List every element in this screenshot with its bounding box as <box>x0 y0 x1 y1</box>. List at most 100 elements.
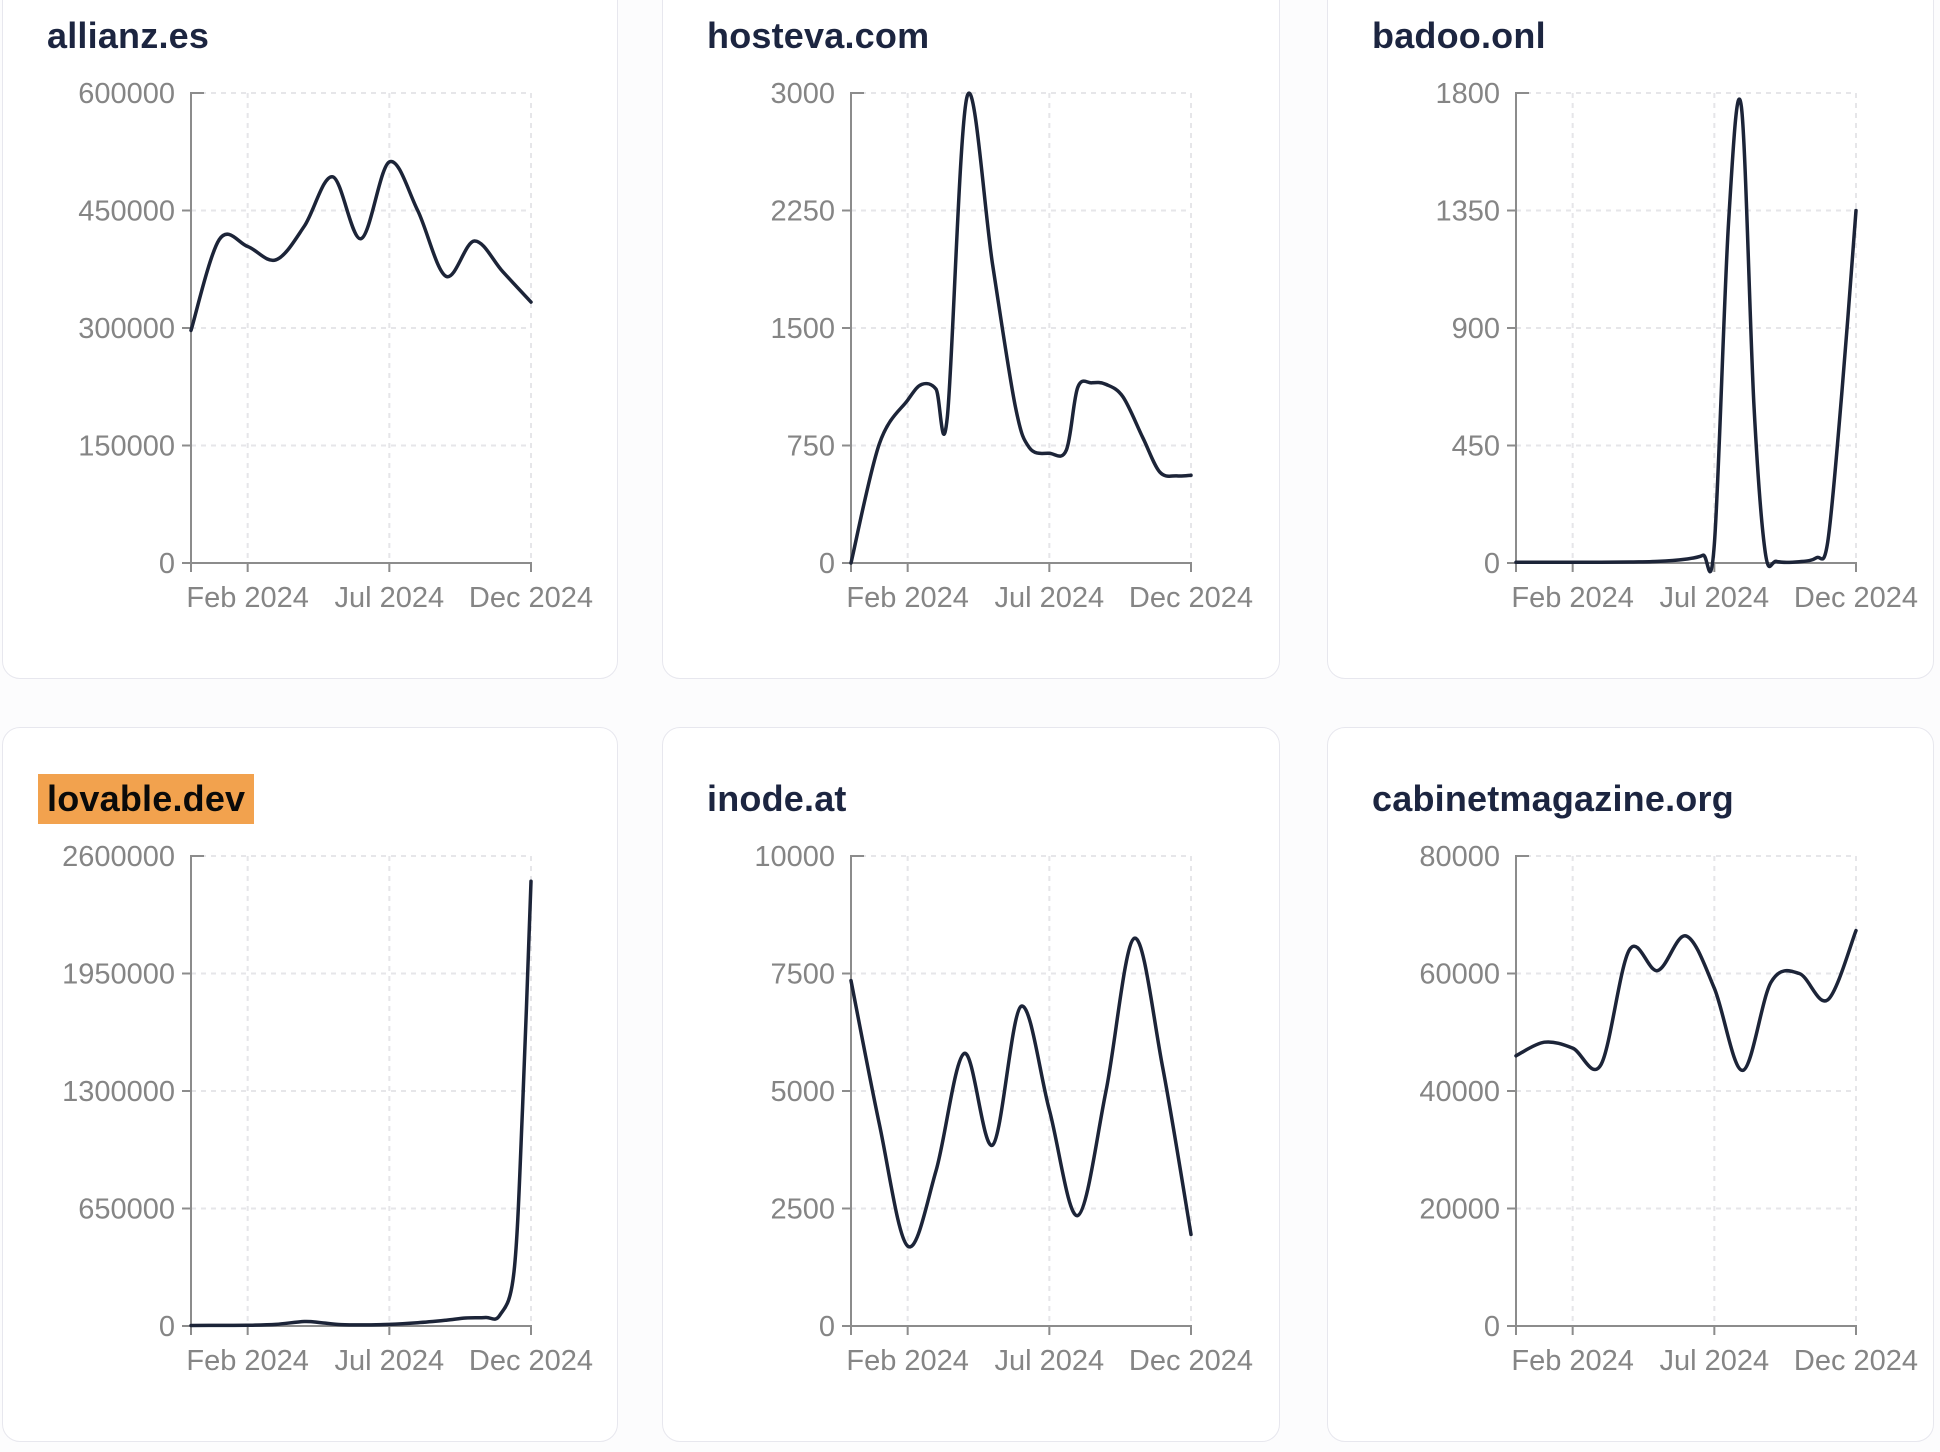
x-tick-labels: Feb 2024 Jul 2024 Dec 2024 <box>846 1345 1253 1377</box>
y-tick-labels: 0 750 1500 2250 3000 <box>770 78 835 580</box>
axes <box>842 92 1192 572</box>
domain-title[interactable]: inode.at <box>707 778 847 819</box>
svg-text:7500: 7500 <box>770 959 835 991</box>
x-axis <box>850 562 1192 572</box>
svg-text:Feb 2024: Feb 2024 <box>1511 582 1634 614</box>
y-axis <box>190 92 204 563</box>
data-line <box>189 159 533 333</box>
axes <box>182 855 532 1335</box>
svg-text:150000: 150000 <box>78 431 175 463</box>
domain-title[interactable]: cabinetmagazine.org <box>1372 778 1734 819</box>
grid <box>191 92 532 563</box>
svg-text:Jul 2024: Jul 2024 <box>335 582 445 614</box>
svg-text:Feb 2024: Feb 2024 <box>1511 1345 1634 1377</box>
domain-card: 0 750 1500 2250 3000 Feb 2024 Jul 2024 Dec 2024… <box>662 0 1280 679</box>
svg-text:450: 450 <box>1452 431 1500 463</box>
domain-card: 0 650000 1300000 1950000 2600000 Feb 2024 Jul … <box>2 727 618 1442</box>
svg-text:Jul 2024: Jul 2024 <box>1660 1345 1770 1377</box>
axes <box>1507 92 1857 572</box>
svg-text:5000: 5000 <box>770 1076 835 1108</box>
svg-text:1500: 1500 <box>770 313 835 345</box>
svg-text:Dec 2024: Dec 2024 <box>1129 1345 1253 1377</box>
svg-text:2600000: 2600000 <box>62 841 175 873</box>
y-axis <box>190 855 204 1326</box>
data-line <box>189 879 533 1328</box>
domain-title[interactable]: hosteva.com <box>707 15 930 56</box>
x-axis <box>1515 1325 1857 1335</box>
svg-text:450000: 450000 <box>78 196 175 228</box>
traffic-line-chart: 0 150000 300000 450000 600000 Feb 2024 Jul 202… <box>78 78 593 614</box>
grid <box>851 855 1192 1326</box>
svg-text:Jul 2024: Jul 2024 <box>335 1345 445 1377</box>
grid <box>851 92 1192 563</box>
y-axis <box>1515 92 1529 563</box>
y-tick-labels: 0 20000 40000 60000 80000 <box>1419 841 1500 1343</box>
data-line <box>849 936 1193 1249</box>
traffic-line-chart: 0 650000 1300000 1950000 2600000 Feb 2024 Jul … <box>62 841 593 1377</box>
svg-text:2250: 2250 <box>770 196 835 228</box>
svg-text:0: 0 <box>159 548 175 580</box>
x-axis <box>1515 562 1857 572</box>
svg-text:300000: 300000 <box>78 313 175 345</box>
svg-text:80000: 80000 <box>1419 841 1500 873</box>
y-tick-labels: 0 150000 300000 450000 600000 <box>78 78 175 580</box>
y-axis <box>850 92 864 563</box>
svg-text:Jul 2024: Jul 2024 <box>995 1345 1105 1377</box>
svg-text:3000: 3000 <box>770 78 835 110</box>
svg-text:Feb 2024: Feb 2024 <box>186 1345 309 1377</box>
data-line <box>849 91 1193 565</box>
domain-card: 0 2500 5000 7500 10000 Feb 2024 Jul 2024 Dec 20… <box>662 727 1280 1442</box>
domain-card: 0 20000 40000 60000 80000 Feb 2024 Jul 2024 Dec… <box>1327 727 1934 1442</box>
x-axis <box>190 1325 532 1335</box>
svg-text:Feb 2024: Feb 2024 <box>186 582 309 614</box>
svg-text:Dec 2024: Dec 2024 <box>1794 1345 1918 1377</box>
x-tick-labels: Feb 2024 Jul 2024 Dec 2024 <box>186 1345 593 1377</box>
traffic-line-chart: 0 750 1500 2250 3000 Feb 2024 Jul 2024 Dec 2024 <box>770 78 1253 614</box>
axes <box>182 92 532 572</box>
svg-text:Dec 2024: Dec 2024 <box>1129 582 1253 614</box>
svg-text:0: 0 <box>819 548 835 580</box>
x-tick-labels: Feb 2024 Jul 2024 Dec 2024 <box>1511 582 1918 614</box>
svg-text:1800: 1800 <box>1435 78 1500 110</box>
domain-title[interactable]: lovable.dev <box>38 774 255 824</box>
svg-text:1300000: 1300000 <box>62 1076 175 1108</box>
svg-text:2500: 2500 <box>770 1194 835 1226</box>
svg-text:650000: 650000 <box>78 1194 175 1226</box>
svg-text:20000: 20000 <box>1419 1194 1500 1226</box>
x-tick-labels: Feb 2024 Jul 2024 Dec 2024 <box>1511 1345 1918 1377</box>
svg-text:0: 0 <box>159 1311 175 1343</box>
svg-text:0: 0 <box>1484 548 1500 580</box>
svg-text:Dec 2024: Dec 2024 <box>469 582 593 614</box>
svg-text:Feb 2024: Feb 2024 <box>846 1345 969 1377</box>
svg-text:Jul 2024: Jul 2024 <box>1660 582 1770 614</box>
domain-card: 0 450 900 1350 1800 Feb 2024 Jul 2024 Dec 2024 … <box>1327 0 1934 679</box>
y-tick-labels: 0 2500 5000 7500 10000 <box>754 841 835 1343</box>
svg-text:0: 0 <box>819 1311 835 1343</box>
svg-text:Jul 2024: Jul 2024 <box>995 582 1105 614</box>
grid <box>1516 855 1857 1326</box>
svg-text:900: 900 <box>1452 313 1500 345</box>
svg-text:750: 750 <box>787 431 835 463</box>
axes <box>1507 855 1857 1335</box>
data-line <box>1514 97 1858 574</box>
traffic-line-chart: 0 2500 5000 7500 10000 Feb 2024 Jul 2024 Dec 20… <box>754 841 1253 1377</box>
domain-card: 0 150000 300000 450000 600000 Feb 2024 Jul 202… <box>2 0 618 679</box>
svg-text:1350: 1350 <box>1435 196 1500 228</box>
svg-text:Dec 2024: Dec 2024 <box>469 1345 593 1377</box>
grid <box>191 855 532 1326</box>
y-tick-labels: 0 650000 1300000 1950000 2600000 <box>62 841 175 1343</box>
y-axis <box>850 855 864 1326</box>
traffic-line-chart: 0 20000 40000 60000 80000 Feb 2024 Jul 2024 Dec… <box>1419 841 1918 1377</box>
svg-text:0: 0 <box>1484 1311 1500 1343</box>
x-axis <box>190 562 532 572</box>
svg-text:60000: 60000 <box>1419 959 1500 991</box>
x-tick-labels: Feb 2024 Jul 2024 Dec 2024 <box>186 582 593 614</box>
svg-text:600000: 600000 <box>78 78 175 110</box>
x-tick-labels: Feb 2024 Jul 2024 Dec 2024 <box>846 582 1253 614</box>
domain-title[interactable]: badoo.onl <box>1372 15 1546 56</box>
y-axis <box>1515 855 1529 1326</box>
y-tick-labels: 0 450 900 1350 1800 <box>1435 78 1500 580</box>
grid <box>1516 92 1857 563</box>
domain-title[interactable]: allianz.es <box>47 15 210 56</box>
